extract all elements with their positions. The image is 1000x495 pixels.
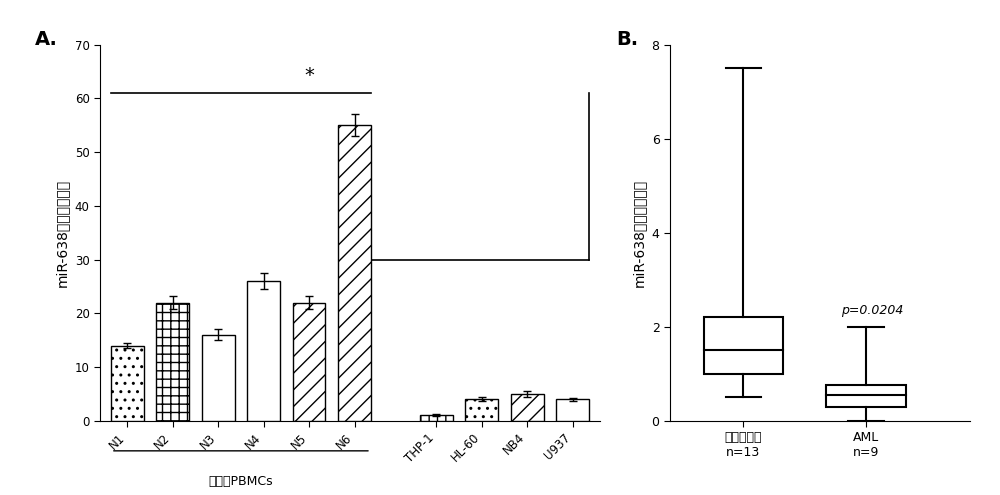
Y-axis label: miR-638相对表达水平: miR-638相对表达水平 [632,179,646,287]
Text: 健康人PBMCs: 健康人PBMCs [209,475,273,488]
Bar [704,317,783,374]
Bar [465,399,498,421]
Bar [247,281,280,421]
Text: p=0.0204: p=0.0204 [841,304,903,317]
Bar [511,394,544,421]
Bar [111,346,144,421]
Bar [156,302,189,421]
Bar [338,125,371,421]
Bar [826,386,906,407]
Y-axis label: miR-638相对表达水平: miR-638相对表达水平 [55,179,69,287]
Bar [420,415,453,421]
Bar [202,335,235,421]
Text: *: * [304,66,314,85]
Bar [556,399,589,421]
Text: B.: B. [616,30,638,49]
Bar [293,302,325,421]
Text: A.: A. [35,30,58,49]
